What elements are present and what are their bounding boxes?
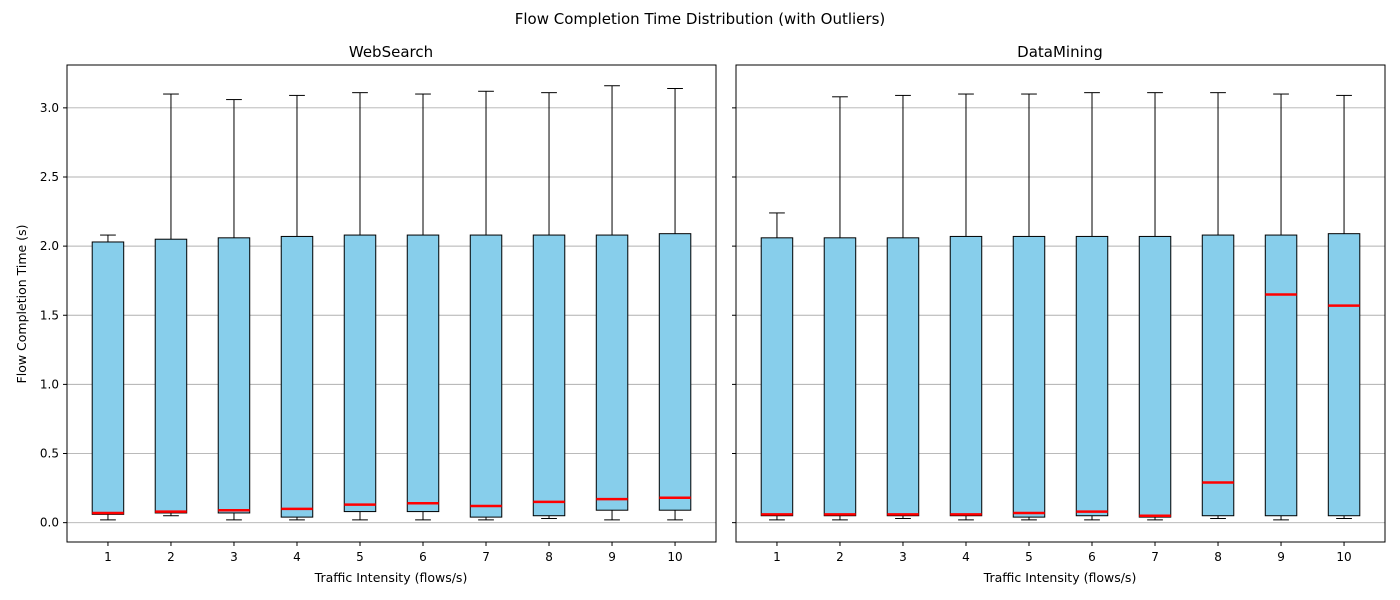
- x-tick-label-datamining-5: 5: [1025, 550, 1033, 564]
- iqr-box: [154, 238, 188, 514]
- x-tick-label-websearch-6: 6: [419, 550, 427, 564]
- x-tick-label-datamining-1: 1: [773, 550, 781, 564]
- plot-frame-websearch: [66, 64, 717, 543]
- panel-websearch: WebSearch Traffic Intensity (flows/s) Fl…: [14, 43, 717, 585]
- x-tick-label-websearch-10: 10: [667, 550, 682, 564]
- box-datamining-2: [823, 96, 857, 521]
- box-datamining-6: [1075, 92, 1109, 521]
- iqr-box: [760, 237, 794, 517]
- y-tick-label-0: 0.0: [40, 516, 59, 530]
- y-axis-label: Flow Completion Time (s): [14, 225, 29, 384]
- panel-title-websearch: WebSearch: [349, 43, 433, 61]
- iqr-box: [91, 241, 125, 515]
- iqr-box: [886, 237, 920, 517]
- box-websearch-5: [343, 92, 377, 521]
- x-tick-label-datamining-9: 9: [1277, 550, 1285, 564]
- iqr-box: [1012, 235, 1046, 518]
- iqr-box: [1138, 235, 1172, 518]
- iqr-box: [406, 234, 440, 513]
- x-tick-label-datamining-10: 10: [1336, 550, 1351, 564]
- y-tick-label-4: 2.0: [40, 239, 59, 253]
- iqr-box: [532, 234, 566, 517]
- x-tick-label-datamining-8: 8: [1214, 550, 1222, 564]
- x-tick-label-websearch-5: 5: [356, 550, 364, 564]
- x-tick-label-websearch-8: 8: [545, 550, 553, 564]
- x-tick-label-datamining-6: 6: [1088, 550, 1096, 564]
- x-tick-label-datamining-7: 7: [1151, 550, 1159, 564]
- panel-datamining: DataMining Traffic Intensity (flows/s) 1…: [732, 43, 1386, 585]
- x-tick-label-websearch-7: 7: [482, 550, 490, 564]
- box-websearch-4: [280, 94, 314, 521]
- x-axis-label-datamining: Traffic Intensity (flows/s): [983, 570, 1137, 585]
- x-tick-label-websearch-3: 3: [230, 550, 238, 564]
- iqr-box: [1327, 233, 1361, 517]
- box-websearch-9: [595, 85, 629, 521]
- iqr-box: [1075, 235, 1109, 517]
- panel-title-datamining: DataMining: [1017, 43, 1103, 61]
- box-datamining-10: [1327, 94, 1361, 519]
- iqr-box: [1264, 234, 1298, 517]
- box-websearch-2: [154, 93, 188, 517]
- box-datamining-9: [1264, 93, 1298, 521]
- box-websearch-10: [658, 88, 692, 521]
- y-tick-label-1: 0.5: [40, 447, 59, 461]
- x-tick-label-datamining-3: 3: [899, 550, 907, 564]
- figure-title: Flow Completion Time Distribution (with …: [515, 10, 885, 28]
- x-axis-label-websearch: Traffic Intensity (flows/s): [314, 570, 468, 585]
- iqr-box: [823, 237, 857, 517]
- iqr-box: [595, 234, 629, 511]
- x-tick-label-websearch-1: 1: [104, 550, 112, 564]
- x-tick-label-datamining-4: 4: [962, 550, 970, 564]
- iqr-box: [217, 237, 251, 514]
- box-websearch-6: [406, 93, 440, 521]
- iqr-box: [1201, 234, 1235, 517]
- box-datamining-3: [886, 94, 920, 519]
- iqr-box: [343, 234, 377, 513]
- box-datamining-1: [760, 212, 794, 521]
- y-tick-label-5: 2.5: [40, 170, 59, 184]
- y-tick-label-3: 1.5: [40, 308, 59, 322]
- x-tick-label-websearch-2: 2: [167, 550, 175, 564]
- plot-frame-datamining: [735, 64, 1386, 543]
- box-datamining-5: [1012, 93, 1046, 521]
- box-datamining-7: [1138, 92, 1172, 521]
- box-websearch-8: [532, 92, 566, 519]
- box-datamining-8: [1201, 92, 1235, 519]
- box-datamining-4: [949, 93, 983, 521]
- iqr-box: [280, 235, 314, 518]
- iqr-box: [469, 234, 503, 518]
- box-websearch-7: [469, 90, 503, 521]
- x-tick-label-websearch-4: 4: [293, 550, 301, 564]
- x-tick-label-datamining-2: 2: [836, 550, 844, 564]
- box-websearch-3: [217, 99, 251, 521]
- y-tick-label-2: 1.0: [40, 377, 59, 391]
- box-websearch-1: [91, 234, 125, 521]
- iqr-box: [658, 233, 692, 511]
- iqr-box: [949, 235, 983, 517]
- x-tick-label-websearch-9: 9: [608, 550, 616, 564]
- y-tick-label-6: 3.0: [40, 101, 59, 115]
